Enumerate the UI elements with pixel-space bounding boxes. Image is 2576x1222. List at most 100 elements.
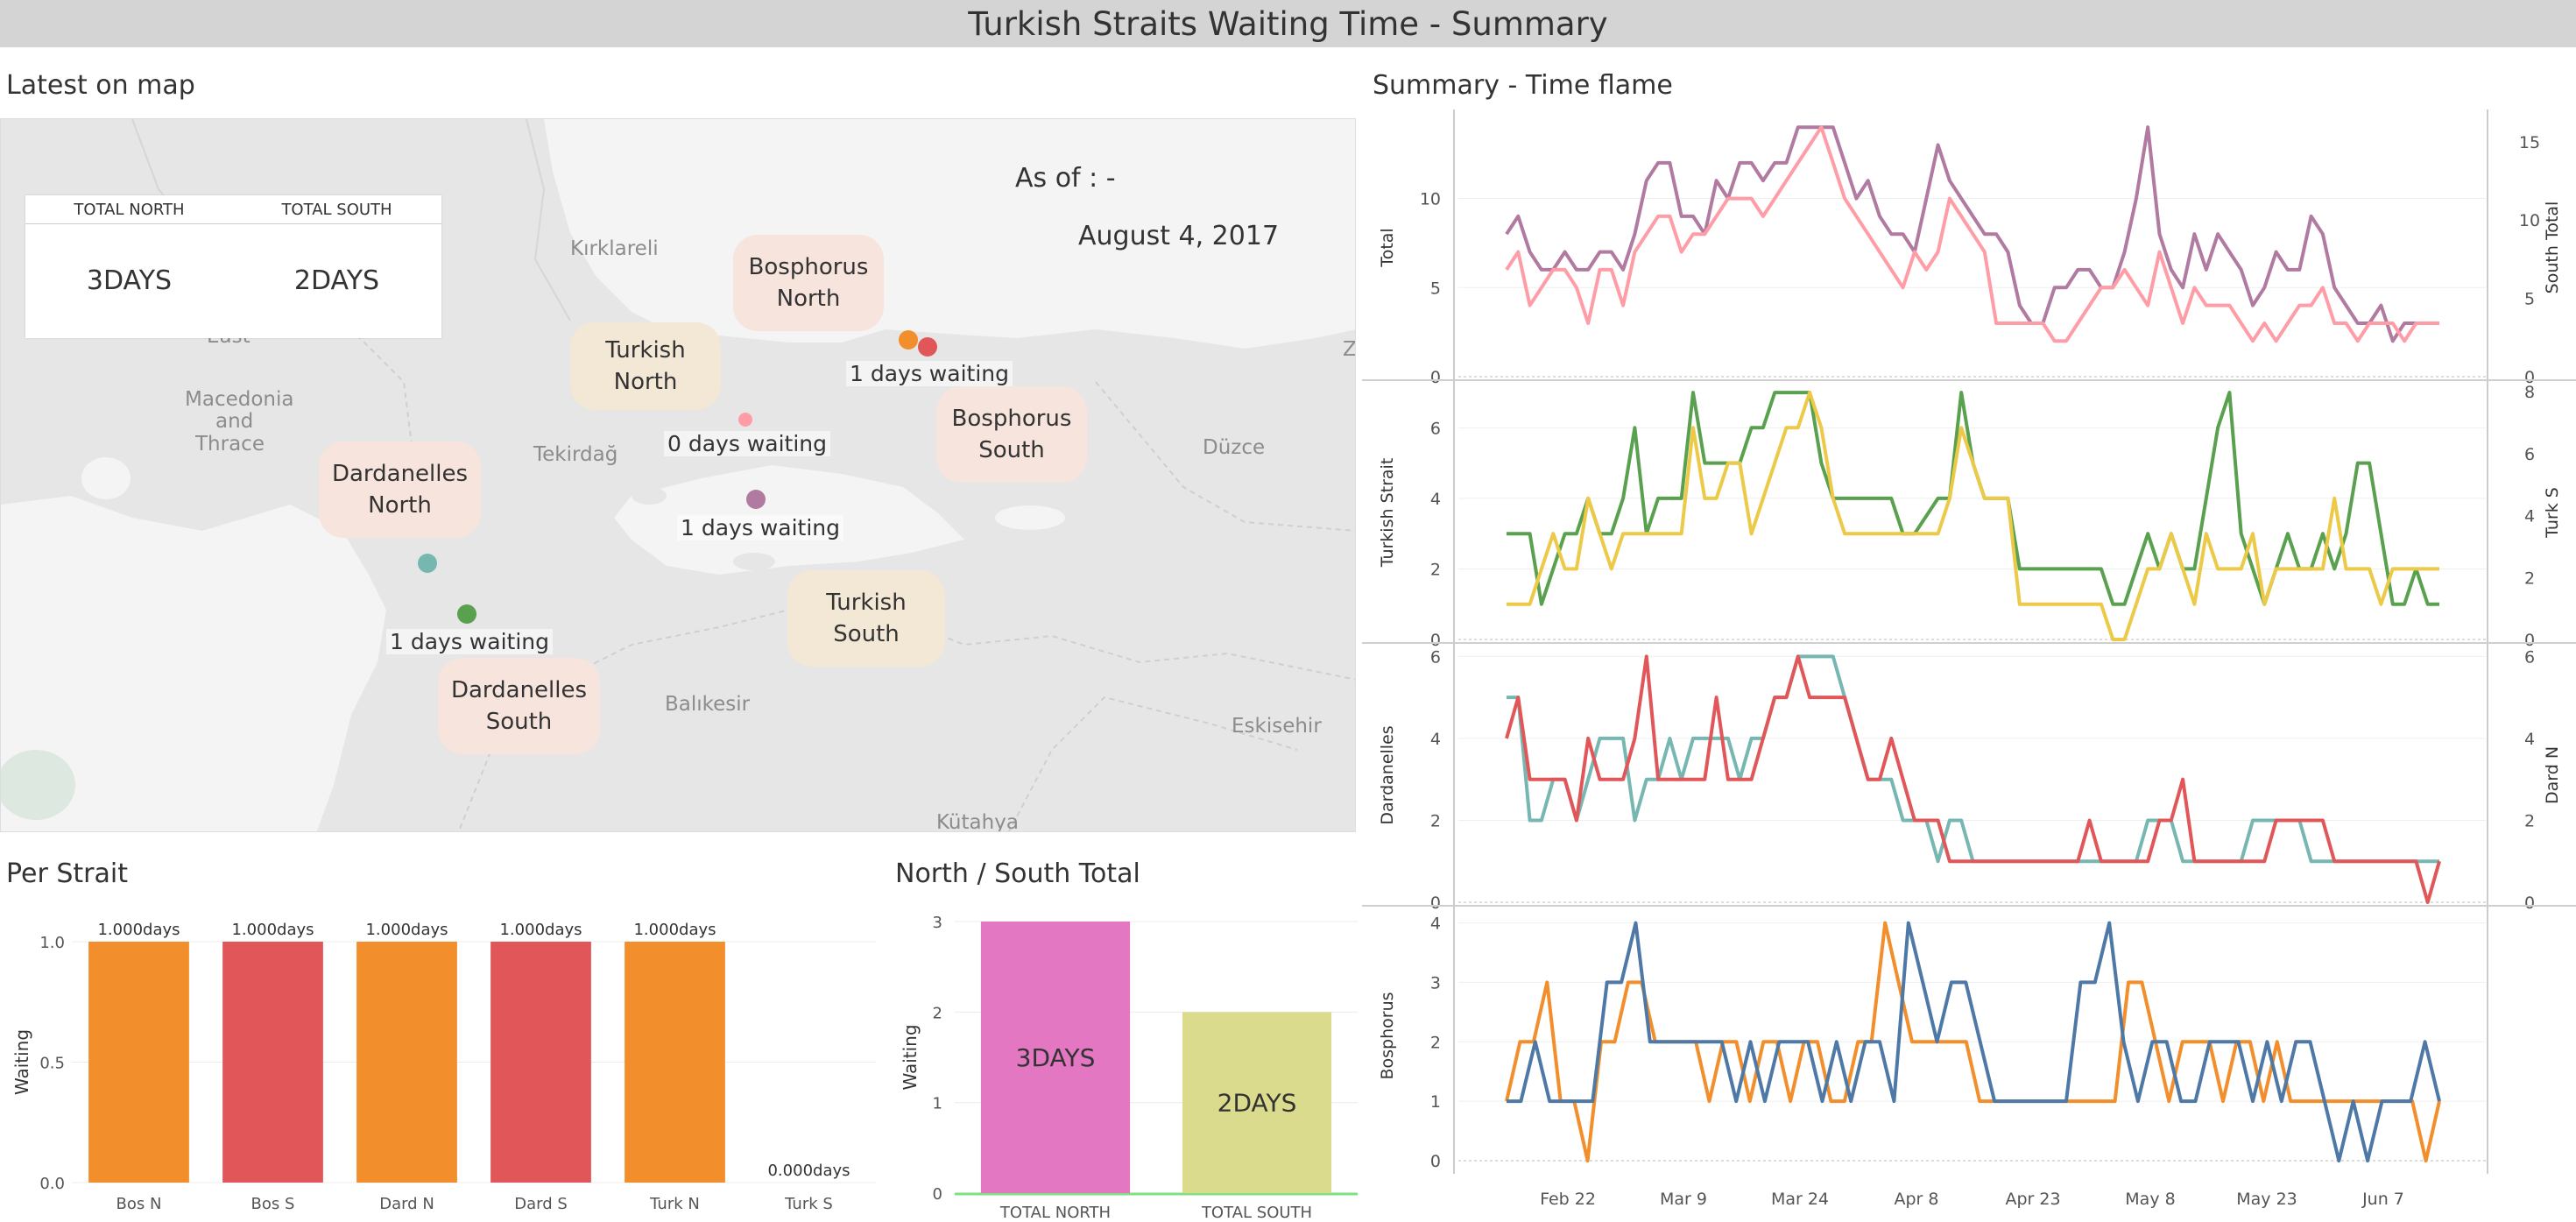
bubble-bosphorus-north[interactable]: Bosphorus North: [733, 235, 884, 331]
total-north-value: 3DAYS: [86, 265, 173, 296]
time-xtick: Apr 23: [2005, 1190, 2060, 1209]
per-strait-ytick: 1.0: [39, 934, 65, 952]
place-kirklareli: Kırklareli: [570, 237, 659, 260]
strait-map[interactable]: Kırklareli East Macedonia and Thrace Tek…: [0, 118, 1356, 832]
per-strait-value-label: 1.000days: [231, 921, 314, 939]
time-ylabel-right: Dard N: [2543, 746, 2562, 804]
per-strait-bar[interactable]: [356, 942, 457, 1183]
map-background: [1, 119, 1355, 831]
time-series-line[interactable]: [1507, 921, 2441, 1162]
per-strait-xtick: Bos S: [251, 1195, 295, 1213]
as-of-label: As of : -: [1015, 163, 1116, 194]
wait-label-turkish-north: 0 days waiting: [664, 431, 830, 456]
time-xtick: Mar 9: [1660, 1190, 1707, 1209]
place-thrace: Thrace: [195, 433, 265, 456]
per-strait-value-label: 1.000days: [499, 921, 582, 939]
time-ytick-right: 0: [2524, 894, 2535, 913]
as-of-date: August 4, 2017: [1078, 221, 1280, 251]
marker-dard-s[interactable]: [457, 604, 476, 624]
ns-xtick: TOTAL SOUTH: [1201, 1204, 1312, 1222]
per-strait-value-label: 1.000days: [633, 921, 716, 939]
marker-bos-n[interactable]: [899, 330, 918, 350]
per-strait-bar[interactable]: [625, 942, 725, 1183]
total-south-value: 2DAYS: [293, 265, 380, 296]
time-ytick-left: 6: [1430, 419, 1441, 438]
place-tekirdag: Tekirdağ: [533, 443, 618, 466]
summary-section-title: Summary - Time flame: [1373, 70, 1673, 101]
time-ytick-left: 0: [1430, 631, 1441, 650]
time-series-line[interactable]: [1507, 391, 2439, 641]
place-duzce: Düzce: [1203, 436, 1266, 459]
bubble-turkish-south[interactable]: Turkish South: [787, 570, 945, 667]
place-macedonia: Macedonia: [185, 388, 294, 411]
ns-ytick: 3: [933, 914, 942, 932]
place-and: and: [215, 410, 254, 433]
bubble-bosphorus-south[interactable]: Bosphorus South: [936, 386, 1087, 483]
wait-label-bosphorus: 1 days waiting: [846, 361, 1013, 386]
place-eskisehir: Eskisehir: [1232, 715, 1322, 738]
wait-label-turkish-south: 1 days waiting: [677, 515, 843, 540]
time-ytick-right: 4: [2524, 507, 2535, 526]
time-ylabel-right: South Total: [2543, 201, 2562, 294]
ns-value-label: 3DAYS: [1016, 1043, 1096, 1072]
time-ytick-right: 5: [2524, 290, 2535, 309]
map-totals-card: TOTAL NORTH TOTAL SOUTH 3DAYS 2DAYS: [25, 195, 441, 338]
per-strait-xtick: Turk S: [784, 1195, 833, 1213]
time-ytick-right: 10: [2519, 211, 2540, 230]
time-ytick-right: 15: [2519, 133, 2540, 152]
per-strait-ylabel: Waiting: [11, 1029, 32, 1095]
time-ytick-left: 6: [1430, 647, 1441, 667]
per-strait-bar-chart[interactable]: 0.0 0.5 1.0 Waiting 1.000days Bos N 1.000days B…: [0, 902, 885, 1222]
per-strait-ytick: 0.5: [39, 1055, 65, 1073]
time-xtick: Apr 8: [1895, 1190, 1939, 1209]
per-strait-xtick: Bos N: [116, 1195, 162, 1213]
time-ytick-left: 0: [1430, 368, 1441, 387]
bubble-dardanelles-south[interactable]: Dardanelles South: [438, 658, 600, 754]
time-ytick-left: 2: [1430, 560, 1441, 579]
ns-ytick: 2: [933, 1004, 942, 1022]
time-ytick-left: 2: [1430, 811, 1441, 830]
time-ylabel-left: Bosphorus: [1378, 992, 1397, 1079]
per-strait-bar[interactable]: [88, 942, 189, 1183]
time-ytick-left: 0: [1430, 894, 1441, 913]
per-strait-value-label: 0.000days: [767, 1162, 850, 1180]
time-ytick-right: 0: [2524, 631, 2535, 650]
per-strait-value-label: 1.000days: [97, 921, 180, 939]
total-north-header: TOTAL NORTH: [74, 201, 185, 219]
ns-xtick: TOTAL NORTH: [999, 1204, 1111, 1222]
bubble-turkish-north[interactable]: Turkish North: [570, 322, 721, 410]
ns-bar[interactable]: [980, 922, 1131, 1193]
marker-dard-n[interactable]: [418, 554, 437, 573]
ns-bar[interactable]: [1182, 1012, 1332, 1193]
marker-turk-s[interactable]: [746, 490, 766, 509]
time-ylabel-left: Total: [1378, 228, 1397, 267]
time-ytick-right: 8: [2524, 383, 2535, 402]
time-ytick-right: 4: [2524, 730, 2535, 749]
time-ytick-left: 2: [1430, 1033, 1441, 1052]
per-strait-ytick: 0.0: [39, 1175, 65, 1193]
marker-turk-n[interactable]: [738, 413, 752, 427]
time-series-line[interactable]: [1505, 125, 2439, 343]
per-strait-bar[interactable]: [222, 942, 323, 1183]
time-series-line[interactable]: [1505, 654, 2441, 904]
time-ytick-left: 4: [1430, 915, 1441, 934]
time-ytick-right: 6: [2524, 445, 2535, 464]
time-xtick: Feb 22: [1540, 1190, 1596, 1209]
place-z: Z: [1343, 338, 1356, 361]
marker-bos-s[interactable]: [918, 337, 937, 357]
time-ytick-left: 4: [1430, 490, 1441, 509]
ns-ytick: 0: [933, 1185, 942, 1204]
time-ylabel-left: Turkish Strait: [1378, 458, 1397, 569]
time-xtick: Jun 7: [2361, 1190, 2404, 1209]
time-ytick-right: 2: [2524, 811, 2535, 830]
time-series-line[interactable]: [1505, 125, 2439, 343]
time-ytick-left: 0: [1430, 1152, 1441, 1171]
north-south-bar-chart[interactable]: 0 1 2 3 Waiting 3DAYS TOTAL NORTH 2DAYS TOTAL SO…: [885, 902, 1362, 1222]
north-south-section-title: North / South Total: [895, 858, 1140, 889]
per-strait-bar[interactable]: [490, 942, 591, 1183]
bubble-dardanelles-north[interactable]: Dardanelles North: [319, 441, 481, 538]
time-series-line[interactable]: [1507, 654, 2439, 864]
map-section-title: Latest on map: [6, 70, 195, 101]
ns-ylabel: Waiting: [900, 1024, 921, 1090]
